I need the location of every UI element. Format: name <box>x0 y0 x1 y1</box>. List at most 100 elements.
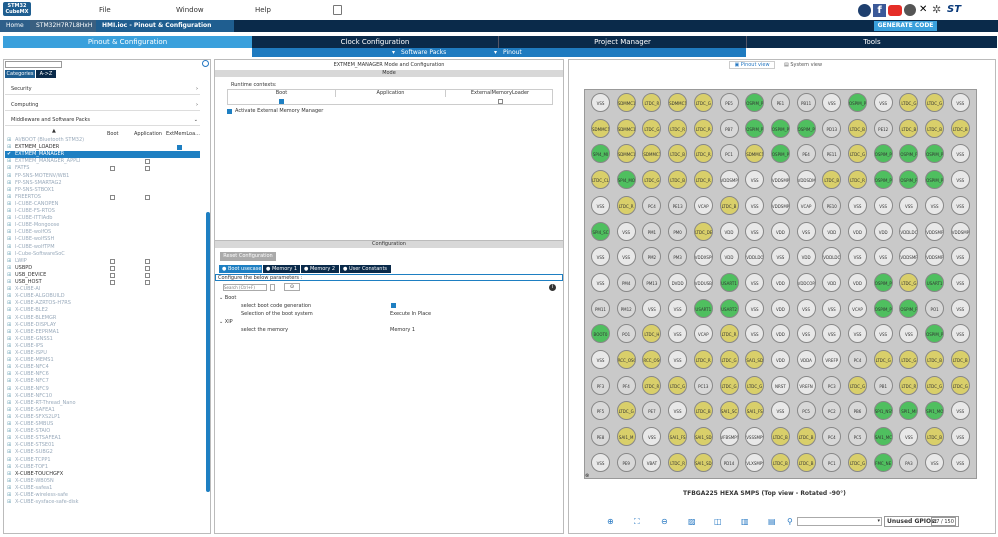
reset-configuration-button[interactable]: Reset Configuration <box>220 252 276 261</box>
pin[interactable]: VCAP <box>693 195 713 215</box>
pin[interactable]: USART1 <box>693 298 713 318</box>
row-checkbox[interactable] <box>110 258 115 264</box>
pin[interactable]: PM11 <box>591 298 610 318</box>
pin[interactable]: VSS <box>745 272 765 292</box>
pin[interactable]: OSPIM_P <box>925 170 945 190</box>
pin[interactable]: LTDC_G <box>719 350 739 369</box>
zoom-in-icon[interactable]: ⊕ <box>607 517 614 526</box>
pinout-view-button[interactable]: ▣ Pinout view <box>729 61 775 69</box>
pin[interactable]: VDDXSPI <box>693 247 713 267</box>
system-view-button[interactable]: ▤ System view <box>784 62 823 68</box>
pin[interactable]: LTDC_R <box>693 118 713 138</box>
list-item[interactable]: USB_DEVICE ⊞ <box>5 272 200 279</box>
pin[interactable]: RCC_OSC <box>616 350 636 369</box>
pin[interactable]: PE1 <box>770 93 790 112</box>
pin[interactable]: VDD <box>822 272 842 292</box>
pin[interactable]: VDDSMPS <box>925 221 945 241</box>
row-checkbox[interactable] <box>145 159 150 165</box>
pin[interactable]: BOOT0 <box>591 324 610 344</box>
pin[interactable]: RCC_OSC <box>642 350 662 369</box>
pin[interactable]: VSS <box>950 144 970 164</box>
list-item[interactable]: I-CUBE-wolfOS ⊞ <box>5 229 200 236</box>
pin[interactable]: PC13 <box>693 375 713 395</box>
pin[interactable]: VSS <box>848 247 867 267</box>
pin[interactable]: SPI4_MO <box>616 170 636 190</box>
list-item[interactable]: X-CUBE-AZRTOS-H7RS ⊞ <box>5 300 200 307</box>
list-item[interactable]: X-CUBE-SMBUS ⊞ <box>5 421 200 428</box>
pin[interactable]: VSS <box>642 298 662 318</box>
pin[interactable]: VREFN <box>796 375 816 395</box>
pin[interactable]: VSS <box>950 247 970 267</box>
pin[interactable]: VSS <box>848 195 867 215</box>
pin[interactable]: LTDC_B <box>668 170 688 190</box>
breadcrumb-project[interactable]: HMI.ioc - Pinout & Configuration <box>96 20 234 32</box>
pin[interactable]: VDD <box>796 247 816 267</box>
list-item[interactable]: LWIP ⊞ <box>5 258 200 265</box>
pin[interactable]: SAI1_SC <box>719 401 739 421</box>
document-icon[interactable] <box>333 5 342 15</box>
tab-memory-1[interactable]: ● Memory 1 <box>263 265 300 273</box>
pin[interactable]: LTDC_R <box>693 170 713 190</box>
pin[interactable]: VSS <box>745 324 765 344</box>
pin[interactable]: VSS <box>822 324 842 344</box>
pin[interactable]: LTDC_G <box>616 401 636 421</box>
pin[interactable]: VDD <box>822 221 842 241</box>
pin[interactable]: VSS <box>899 195 919 215</box>
pin[interactable]: FMC_NE <box>873 452 893 472</box>
pin[interactable]: LTDC_G <box>642 118 662 138</box>
list-item[interactable]: X-CUBE-sysface-safe-disk ⊞ <box>5 499 200 506</box>
category-middleware[interactable]: Middleware and Software Packs ⌄ <box>5 115 200 126</box>
fit-screen-icon[interactable]: ⛶ <box>634 517 640 526</box>
pin[interactable]: PM1 <box>642 221 662 241</box>
pin[interactable]: VDDSMPS <box>925 247 945 267</box>
pin[interactable]: VSS <box>591 272 610 292</box>
activate-extmem-checkbox[interactable] <box>227 109 232 114</box>
pin[interactable]: LTDC_R <box>719 324 739 344</box>
pin[interactable]: VFBSMPS <box>719 427 739 447</box>
list-item[interactable]: X-CUBE-BLE2 ⊞ <box>5 307 200 314</box>
list-item[interactable]: X-CUBE-AI ⊞ <box>5 286 200 293</box>
pin[interactable]: VSS <box>873 93 893 112</box>
pin[interactable]: LTDC_G <box>719 375 739 395</box>
pin[interactable]: SDMMC1 <box>668 93 688 112</box>
pin[interactable]: SAI1_M <box>616 427 636 447</box>
pin[interactable]: OSPIM_P <box>899 298 919 318</box>
list-item[interactable]: X-CUBE-NFC6 ⊞ <box>5 371 200 378</box>
pin[interactable]: VDD <box>848 221 867 241</box>
pin[interactable]: SDMMC1 <box>642 144 662 164</box>
pin[interactable]: PE4 <box>796 144 816 164</box>
pin[interactable]: PC4 <box>822 427 842 447</box>
pin[interactable]: LTDC_H <box>642 324 662 344</box>
pin[interactable]: VSS <box>796 221 816 241</box>
software-packs-menu[interactable]: Software Packs <box>401 49 447 56</box>
pin[interactable]: PE12 <box>873 118 893 138</box>
tab-user-constants[interactable]: ● User Constants <box>340 265 391 273</box>
list-item[interactable]: I-CUBE-ITTIAdb ⊞ <box>5 215 200 222</box>
list-item[interactable]: X-CUBE-SUBG2 ⊞ <box>5 449 200 456</box>
pin[interactable]: LTDC_B <box>950 118 970 138</box>
pin[interactable]: VDD <box>873 221 893 241</box>
row-checkbox[interactable] <box>110 272 115 278</box>
pin[interactable]: VSS <box>873 195 893 215</box>
list-item[interactable]: X-CUBE-SAFEA1 ⊞ <box>5 407 200 414</box>
pin[interactable]: VDD <box>719 221 739 241</box>
list-item[interactable]: X-CUBE-NFC10 ⊞ <box>5 393 200 400</box>
pin[interactable]: VSS <box>950 452 970 472</box>
list-item[interactable]: X-CUBE-TCPP1 ⊞ <box>5 457 200 464</box>
pin[interactable]: VSS <box>745 170 765 190</box>
pin[interactable]: VSS <box>822 298 842 318</box>
tab-boot-usecase[interactable]: ● Boot usecase <box>219 265 262 273</box>
pin[interactable]: OSPIM_P <box>925 324 945 344</box>
pin[interactable]: LTDC_B <box>822 170 842 190</box>
boot-code-generation-checkbox[interactable] <box>391 303 396 308</box>
pin[interactable]: VSS <box>796 324 816 344</box>
list-item[interactable]: EXTMEM_MANAGER_APPLI ⊞ <box>5 158 200 165</box>
pin[interactable]: LTDC_G <box>745 375 765 395</box>
pin[interactable]: SDMMC1 <box>616 144 636 164</box>
pin[interactable]: PC3 <box>822 375 842 395</box>
row-checkbox[interactable] <box>110 152 115 158</box>
list-item[interactable]: X-CUBE-NFC9 ⊞ <box>5 386 200 393</box>
group-boot[interactable]: ⌄ Boot <box>219 295 237 301</box>
pin[interactable]: PB1 <box>873 375 893 395</box>
pin[interactable]: VSS <box>591 247 610 267</box>
